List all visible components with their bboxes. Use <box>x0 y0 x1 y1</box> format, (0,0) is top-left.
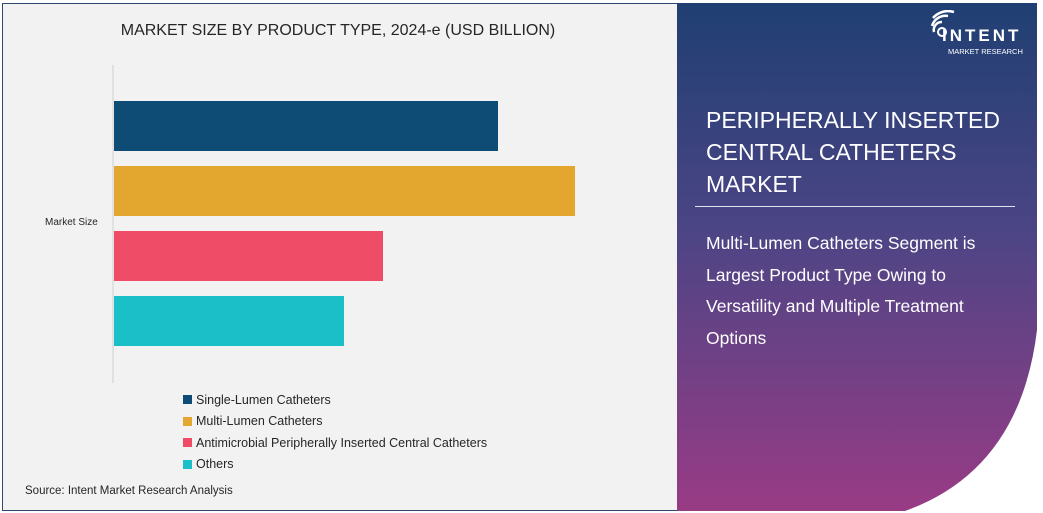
legend-swatch <box>183 459 192 469</box>
legend-label: Antimicrobial Peripherally Inserted Cent… <box>196 435 488 450</box>
source-note: Source: Intent Market Research Analysis <box>25 485 233 497</box>
legend-swatch <box>183 416 192 426</box>
legend-item: Single-Lumen Catheters <box>183 389 487 411</box>
legend-label: Single-Lumen Catheters <box>196 392 331 407</box>
legend-swatch <box>183 395 192 405</box>
logo-tagline: MARKET RESEARCH <box>948 47 1023 56</box>
legend-item: Multi-Lumen Catheters <box>183 411 487 433</box>
market-description: Multi-Lumen Catheters Segment is Largest… <box>706 233 976 348</box>
legend-item: Antimicrobial Peripherally Inserted Cent… <box>183 432 487 454</box>
bar-single-lumen-catheters <box>114 101 498 151</box>
bar-antimicrobial-peripherally-inserted-central-catheters <box>114 231 383 281</box>
market-title: PERIPHERALLY INSERTED CENTRAL CATHETERS … <box>706 107 1000 197</box>
legend-label: Multi-Lumen Catheters <box>196 414 323 429</box>
chart-title: MARKET SIZE BY PRODUCT TYPE, 2024-e (USD… <box>120 22 556 39</box>
signal-icon <box>930 9 955 37</box>
legend: Single-Lumen Catheters Multi-Lumen Cathet… <box>183 389 487 475</box>
legend-label: Others <box>196 457 234 472</box>
bar-multi-lumen-catheters <box>114 166 575 216</box>
logo-name: INTENT <box>942 26 1022 45</box>
legend-item: Others <box>183 454 487 476</box>
divider <box>695 206 1015 207</box>
bar-chart <box>112 65 575 383</box>
bar-others <box>114 296 344 346</box>
legend-swatch <box>183 438 192 448</box>
intent-logo: INTENT MARKET RESEARCH <box>930 9 1023 56</box>
y-category-label: Market Size <box>45 217 98 228</box>
